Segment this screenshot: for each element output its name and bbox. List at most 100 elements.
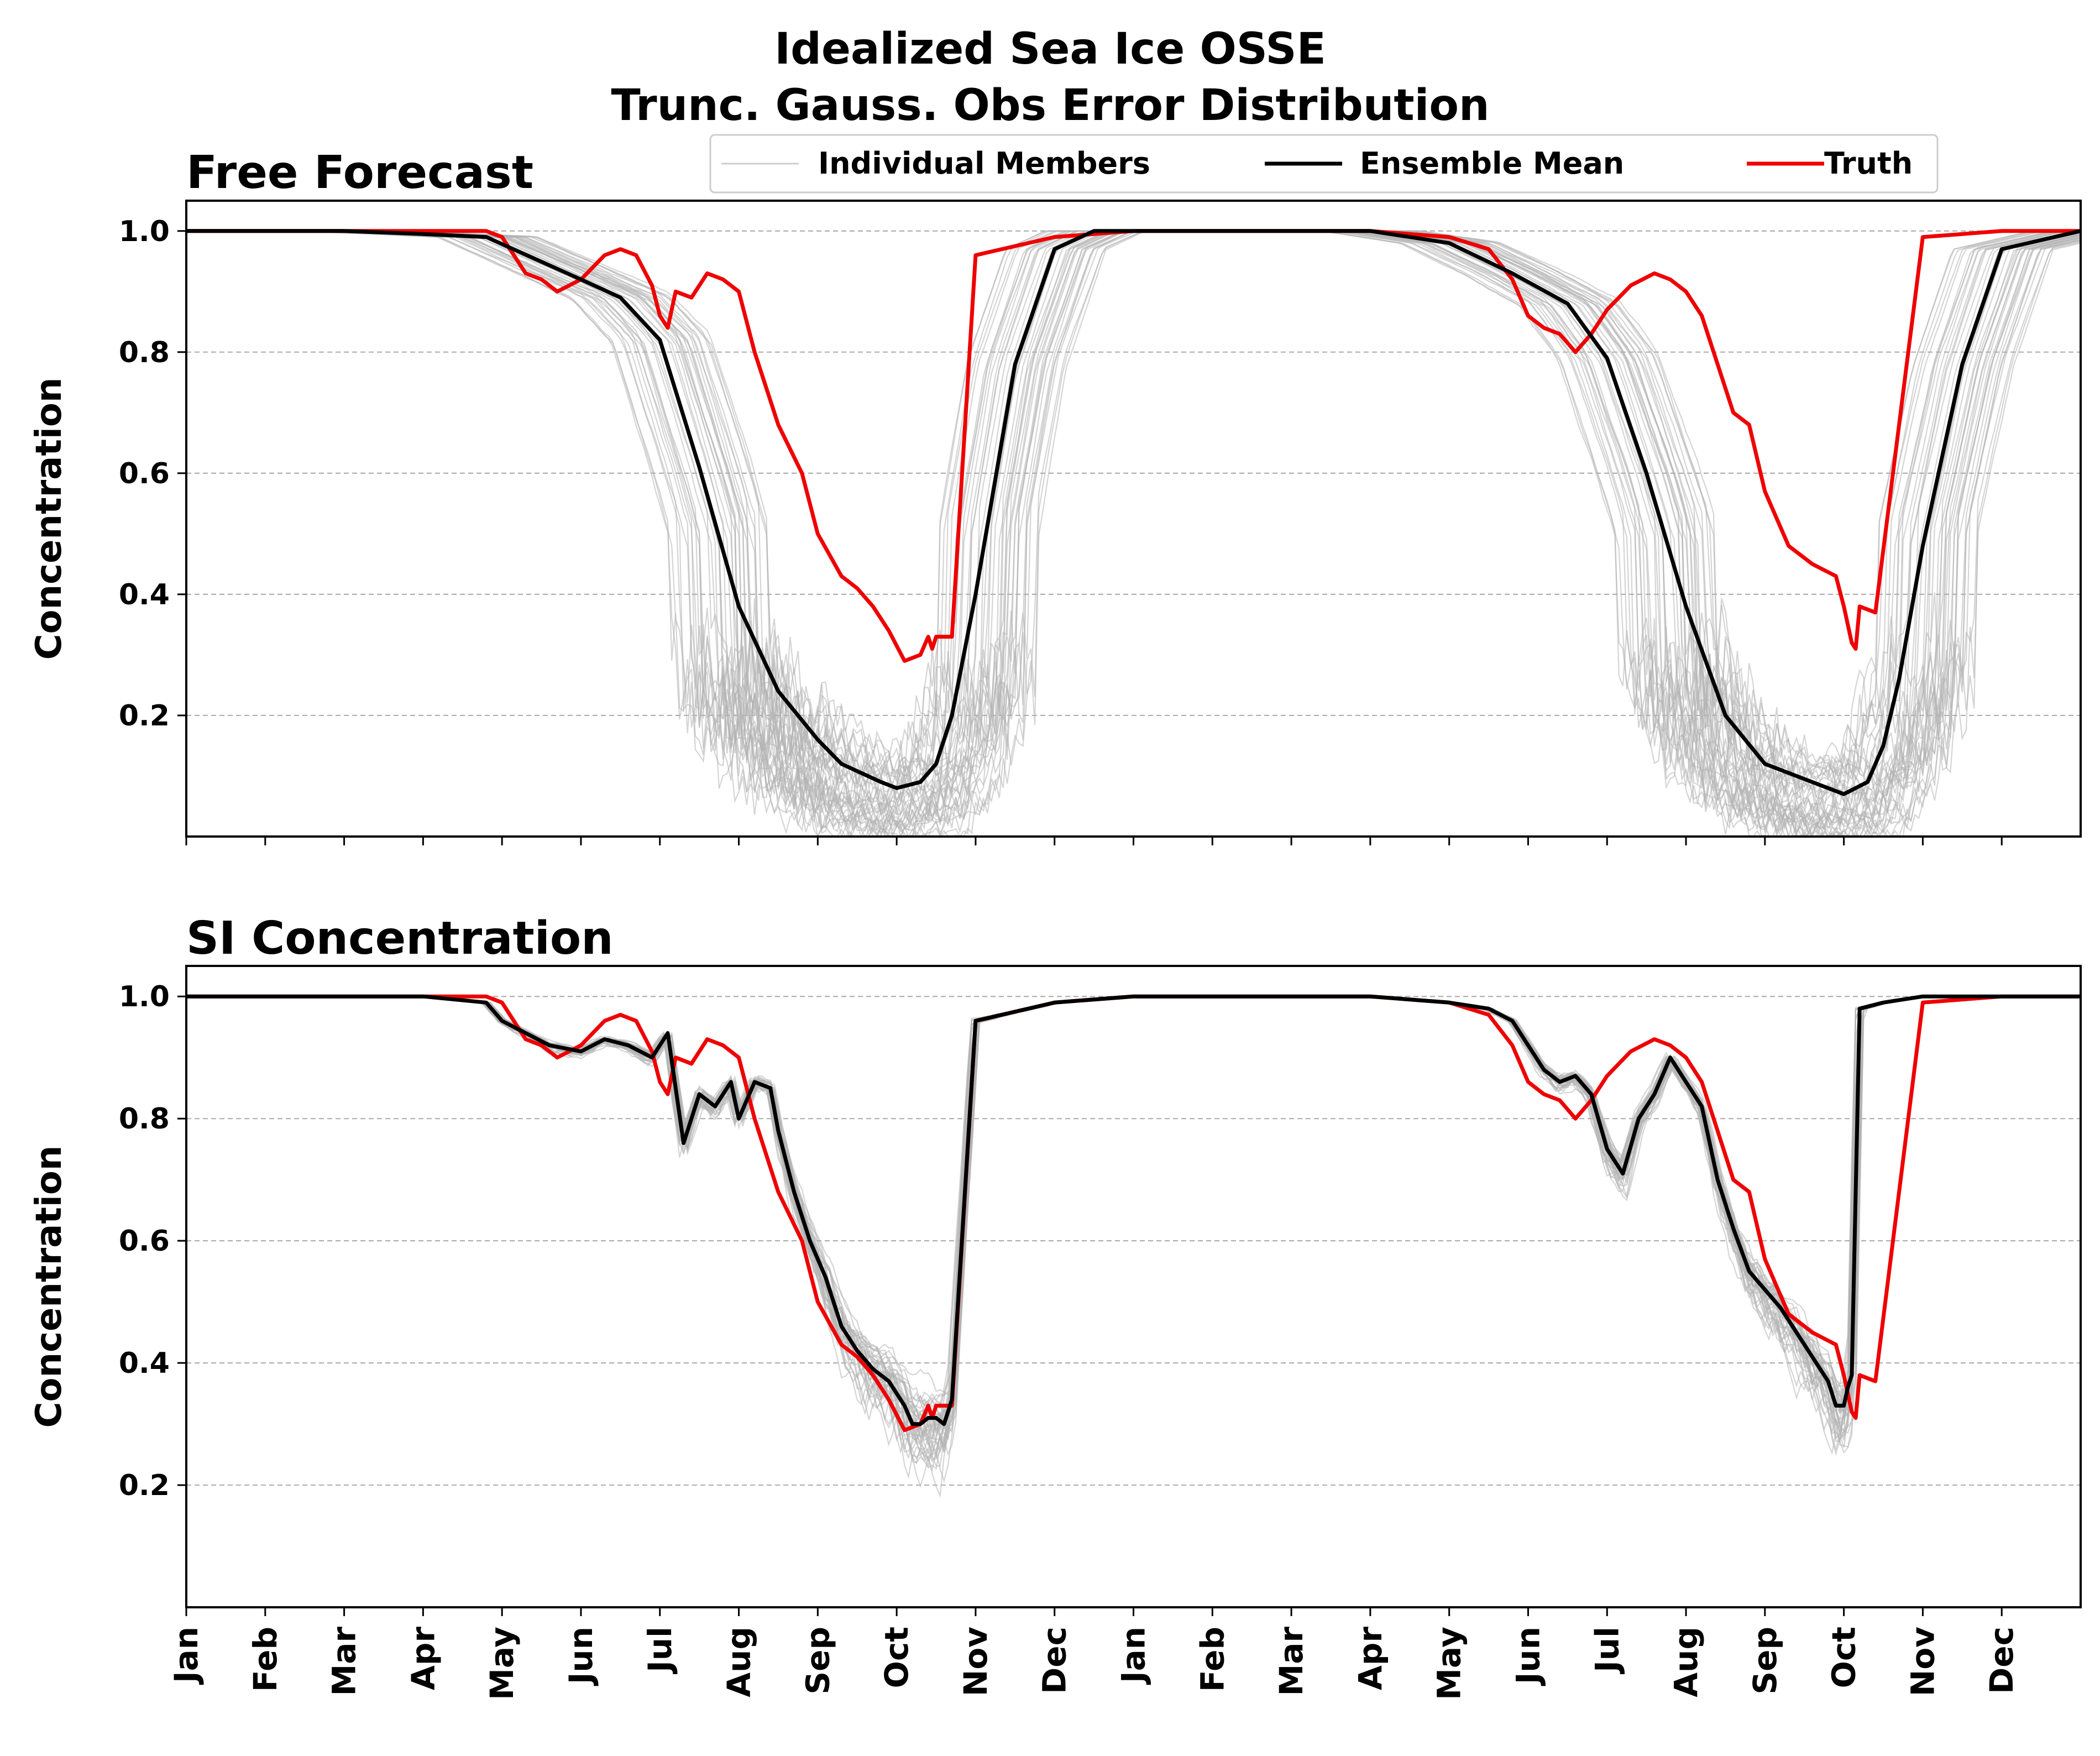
member-line <box>186 996 2081 1451</box>
member-line <box>186 996 2081 1420</box>
y-tick-label: 0.6 <box>119 1225 170 1258</box>
y-tick-label: 0.6 <box>119 457 170 490</box>
member-line <box>186 230 2081 834</box>
member-line <box>186 996 2081 1433</box>
ensemble-mean-line <box>186 229 2081 796</box>
member-line <box>186 230 2081 786</box>
x-tick-label: May <box>483 1627 521 1700</box>
x-tick-label: Jun <box>562 1627 600 1686</box>
truth-line <box>186 229 2081 663</box>
member-line <box>186 230 2081 839</box>
truth-line <box>186 994 2081 1433</box>
member-line <box>186 230 2081 835</box>
legend-mean-label: Ensemble Mean <box>1360 146 1624 181</box>
member-line <box>186 230 2081 797</box>
x-tick-label: Dec <box>1036 1627 1073 1694</box>
x-tick-label: Feb <box>1193 1627 1231 1692</box>
x-tick-label: Feb <box>247 1627 284 1692</box>
member-line <box>186 996 2081 1498</box>
legend-truth-label: Truth <box>1824 146 1913 181</box>
member-line <box>186 230 2081 807</box>
member-line <box>186 996 2081 1483</box>
y-axis-label: Concentration <box>29 1146 70 1428</box>
x-tick-label: Nov <box>1904 1627 1941 1696</box>
y-tick-label: 0.8 <box>119 336 170 369</box>
x-tick-label: Nov <box>957 1627 994 1696</box>
x-tick-label: Jan <box>167 1627 205 1685</box>
member-line <box>186 996 2081 1451</box>
member-line <box>186 230 2081 839</box>
ensemble-mean-line <box>186 994 2081 1426</box>
x-tick-label: Aug <box>720 1627 758 1697</box>
x-tick-label: Sep <box>799 1627 836 1695</box>
member-line <box>186 230 2081 836</box>
member-line <box>186 996 2081 1450</box>
member-line <box>186 996 2081 1448</box>
member-line <box>186 230 2081 839</box>
member-line <box>186 230 2081 838</box>
y-tick-label: 1.0 <box>119 980 170 1013</box>
member-line <box>186 230 2081 839</box>
member-line <box>186 230 2081 838</box>
member-line <box>186 230 2081 839</box>
member-line <box>186 230 2081 788</box>
member-line <box>186 996 2081 1448</box>
legend: Individual Members Ensemble Mean Truth <box>709 134 1939 194</box>
member-line <box>186 996 2081 1480</box>
legend-members-label: Individual Members <box>818 146 1150 181</box>
x-tick-label: Oct <box>1825 1627 1863 1688</box>
member-line <box>186 996 2081 1444</box>
member-line <box>186 230 2081 786</box>
member-line <box>186 230 2081 838</box>
member-line <box>186 996 2081 1444</box>
member-line <box>186 230 2081 791</box>
member-line <box>186 230 2081 819</box>
y-tick-label: 0.4 <box>119 578 170 612</box>
member-line <box>186 230 2081 783</box>
x-tick-label: Oct <box>878 1627 915 1688</box>
y-tick-label: 0.2 <box>119 1469 170 1502</box>
si-concentration-panel: 0.2 0.4 0.6 0.8 1.0 Jan Feb Mar Apr May Jun Jul Aug S… <box>29 912 2082 1700</box>
member-line <box>186 230 2081 838</box>
member-line <box>186 230 2081 839</box>
figure-title-line1: Idealized Sea Ice OSSE <box>774 24 1326 74</box>
member-line <box>186 230 2081 786</box>
plot-frame <box>185 200 2082 838</box>
plot-frame <box>185 965 2082 1608</box>
x-tick-label: Mar <box>1272 1627 1310 1696</box>
member-line <box>186 230 2081 786</box>
free-forecast-title: Free Forecast <box>186 147 533 199</box>
x-tick-label: Mar <box>326 1627 363 1696</box>
member-line <box>186 996 2081 1461</box>
free-forecast-panel: 0.2 0.4 0.6 0.8 1.0 Free Forecast Concentratio… <box>29 147 2082 845</box>
member-line <box>186 996 2081 1464</box>
x-tick-label: May <box>1431 1627 1468 1700</box>
member-line <box>186 996 2081 1443</box>
member-line <box>186 230 2081 839</box>
x-tick-label: Sep <box>1746 1627 1784 1695</box>
member-line <box>186 230 2081 838</box>
member-line <box>186 996 2081 1459</box>
figure-title-line2: Trunc. Gauss. Obs Error Distribution <box>611 81 1489 130</box>
member-line <box>186 996 2081 1451</box>
x-tick-label: Apr <box>404 1627 442 1690</box>
y-tick-label: 1.0 <box>119 215 170 248</box>
member-line <box>186 996 2081 1463</box>
member-line <box>186 996 2081 1465</box>
y-axis-label: Concentration <box>29 378 70 660</box>
member-line <box>186 230 2081 785</box>
x-tick-label: Jan <box>1115 1627 1153 1685</box>
si-concentration-title: SI Concentration <box>186 912 614 965</box>
member-line <box>186 230 2081 813</box>
member-line <box>186 996 2081 1432</box>
member-line <box>186 996 2081 1443</box>
x-tick-label: Jul <box>1588 1627 1626 1675</box>
member-line <box>186 230 2081 838</box>
x-tick-label: Jun <box>1509 1627 1547 1686</box>
y-tick-label: 0.2 <box>119 699 170 733</box>
x-tick-label: Jul <box>641 1627 679 1675</box>
x-tick-label: Apr <box>1352 1627 1389 1690</box>
x-tick-label: Aug <box>1667 1627 1705 1697</box>
x-tick-label: Dec <box>1983 1627 2020 1694</box>
